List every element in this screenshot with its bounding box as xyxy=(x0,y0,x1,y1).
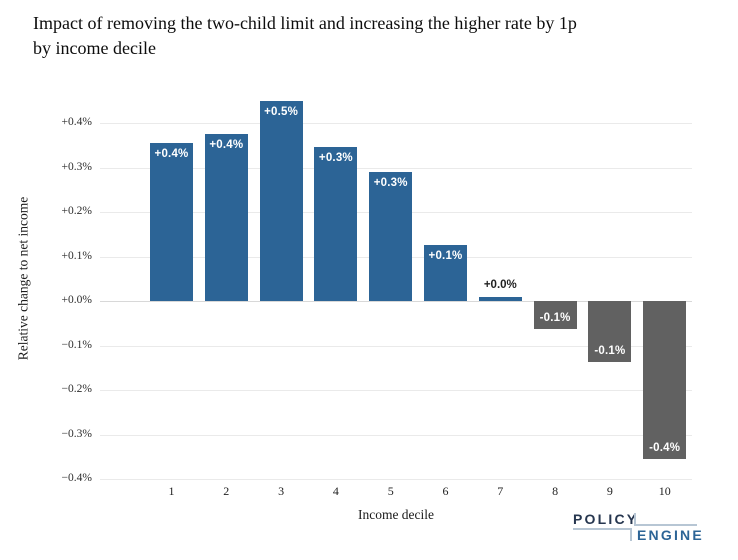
bar-value-label: +0.3% xyxy=(318,152,353,164)
bar-value-label: -0.4% xyxy=(649,442,681,454)
gridline xyxy=(100,345,692,347)
logo-bracket-icon xyxy=(634,513,697,526)
zero-gridline xyxy=(100,301,692,302)
x-tick-label: 9 xyxy=(606,484,613,498)
bar-decile-7[interactable] xyxy=(478,297,522,301)
gridline xyxy=(100,390,692,391)
chart-title: Impact of removing the two-child limit a… xyxy=(33,11,713,61)
gridline xyxy=(100,434,692,436)
gridline xyxy=(100,167,692,169)
bar-value-label: +0.4% xyxy=(154,148,189,160)
logo-text-engine: ENGINE xyxy=(637,527,704,543)
bar-value-label: +0.3% xyxy=(373,177,408,189)
gridline xyxy=(100,479,692,480)
logo-text-policy: POLICY xyxy=(573,511,639,527)
x-tick-label: 1 xyxy=(168,484,175,498)
y-tick-label: +0.2% xyxy=(61,205,92,217)
bar-decile-10[interactable]: -0.4% xyxy=(643,301,687,459)
chart-title-line1: Impact of removing the two-child limit a… xyxy=(33,13,577,33)
x-tick-label: 2 xyxy=(223,484,230,498)
x-axis-title: Income decile xyxy=(357,507,435,522)
bar-value-label: -0.1% xyxy=(594,345,626,357)
y-tick-label: +0.0% xyxy=(61,294,92,306)
bar-decile-2[interactable]: +0.4% xyxy=(204,134,248,301)
x-tick-label: 7 xyxy=(497,484,504,498)
bar-decile-6[interactable]: +0.1% xyxy=(424,245,467,301)
bar-value-label: +0.1% xyxy=(428,250,463,262)
x-tick-label: 6 xyxy=(442,484,449,498)
bar-value-label: +0.5% xyxy=(264,106,299,118)
y-tick-label: +0.4% xyxy=(61,116,92,128)
bar-decile-3[interactable]: +0.5% xyxy=(259,101,303,301)
bar-value-label: +0.4% xyxy=(209,139,244,151)
bar-value-label: +0.0% xyxy=(483,279,517,291)
y-tick-label: −0.3% xyxy=(61,427,92,440)
x-tick-label: 3 xyxy=(278,484,285,498)
x-tick-label: 5 xyxy=(387,484,394,498)
gridline xyxy=(100,123,692,124)
x-tick-label: 10 xyxy=(658,484,671,498)
y-tick-label: +0.3% xyxy=(61,160,92,173)
bar-decile-1[interactable]: +0.4% xyxy=(150,143,193,301)
y-tick-label: −0.2% xyxy=(61,383,92,395)
x-tick-label: 8 xyxy=(552,484,559,498)
y-tick-label: −0.1% xyxy=(61,338,92,351)
y-axis-title: Relative change to net income xyxy=(15,196,31,361)
bar-value-label: -0.1% xyxy=(539,312,571,324)
bar-decile-9[interactable]: -0.1% xyxy=(588,301,632,362)
bar-decile-4[interactable]: +0.3% xyxy=(314,147,358,301)
logo-bracket-icon xyxy=(573,528,632,541)
bar-decile-5[interactable]: +0.3% xyxy=(369,172,413,301)
y-tick-label: +0.1% xyxy=(61,249,92,262)
y-tick-label: −0.4% xyxy=(61,472,92,484)
chart-title-line2: by income decile xyxy=(33,38,156,58)
x-tick-label: 4 xyxy=(332,484,339,498)
bar-decile-8[interactable]: -0.1% xyxy=(533,301,577,329)
policyengine-logo: POLICY ENGINE xyxy=(557,510,738,550)
